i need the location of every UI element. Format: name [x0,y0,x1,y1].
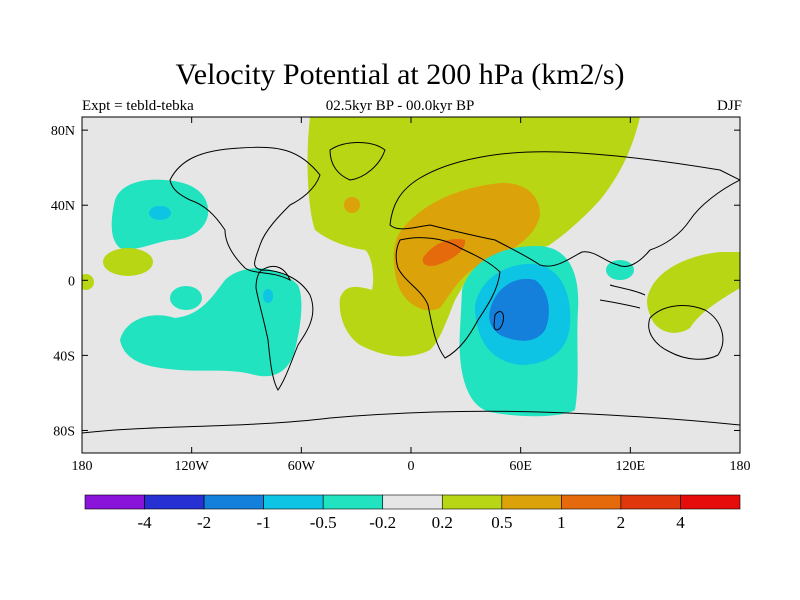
colorbar-swatch [144,494,205,510]
x-tick-label: 0 [408,459,415,474]
x-tick-label: 180 [72,459,93,474]
region-negative-blob [170,286,202,310]
region-positive-edge [82,274,94,290]
y-axis: 80N 40N 0 40S 80S [51,124,740,439]
colorbar-label: -0.2 [369,513,396,532]
y-tick-label: 80S [53,424,75,439]
y-tick-label: 40S [53,349,75,364]
y-tick-label: 40N [51,199,75,214]
colorbar-swatch [203,494,264,510]
region-negative-sepac [120,268,302,377]
colorbar-label: 2 [617,513,626,532]
colorbar: -4 -2 -1 -0.5 -0.2 0.2 0.5 1 2 4 [84,494,741,532]
colorbar-swatch [84,494,145,510]
x-tick-label: 60E [509,459,532,474]
colorbar-label: 4 [676,513,685,532]
chart-title: Velocity Potential at 200 hPa (km2/s) [175,58,625,91]
period-label: 02.5kyr BP - 00.0kyr BP [325,98,475,114]
region-positive-npac-blob [103,248,153,276]
colorbar-swatch [322,494,384,510]
colorbar-label: 0.5 [491,513,512,532]
x-tick-label: 120E [616,459,646,474]
region-positive-blob [344,197,360,213]
colorbar-swatch [680,494,741,510]
x-tick-label: 180 [730,459,751,474]
region-negative-philippines [606,260,634,280]
colorbar-label: -4 [137,513,152,532]
x-axis: 180 120W 60W 0 60E 120E 180 [72,117,751,474]
region-negative-sepac-core [263,289,273,303]
region-negative-indian-core [489,278,549,341]
x-tick-label: 120W [175,459,210,474]
region-positive-westpacific [647,252,740,333]
y-tick-label: 0 [68,274,75,289]
colorbar-swatch [501,494,562,510]
region-positive-mid [393,182,540,311]
experiment-label: Expt = tebld-tebka [82,98,194,114]
colorbar-label: 0.2 [432,513,453,532]
season-label: DJF [716,98,742,114]
colorbar-swatch [263,494,324,510]
colorbar-label: -2 [197,513,211,532]
region-negative-npac-core [149,206,171,220]
y-tick-label: 80N [51,124,75,139]
colorbar-label: -1 [257,513,271,532]
x-tick-label: 60W [288,459,316,474]
colorbar-swatch [441,494,503,510]
coastlines [82,142,740,434]
region-positive-high [422,238,466,266]
colorbar-swatch [382,494,443,510]
colorbar-label: -0.5 [310,513,337,532]
colorbar-label: 1 [557,513,566,532]
colorbar-swatch [561,494,622,510]
colorbar-swatch [620,494,681,510]
